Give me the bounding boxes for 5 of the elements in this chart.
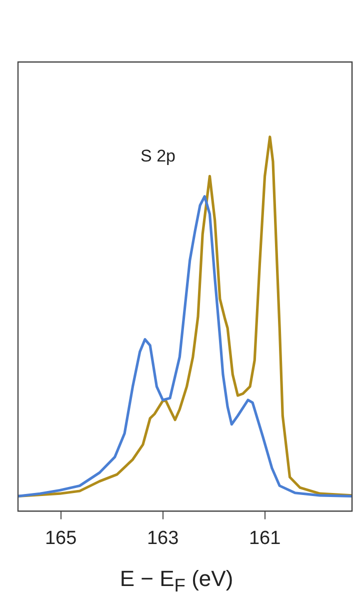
annotation: S 2p	[140, 146, 176, 166]
x-tick-label: 165	[44, 528, 77, 549]
x-tick-label: 161	[248, 528, 281, 549]
x-tick-label: 163	[146, 528, 179, 549]
x-axis-title: E − E$_{F}$ (eV)	[118, 566, 234, 596]
